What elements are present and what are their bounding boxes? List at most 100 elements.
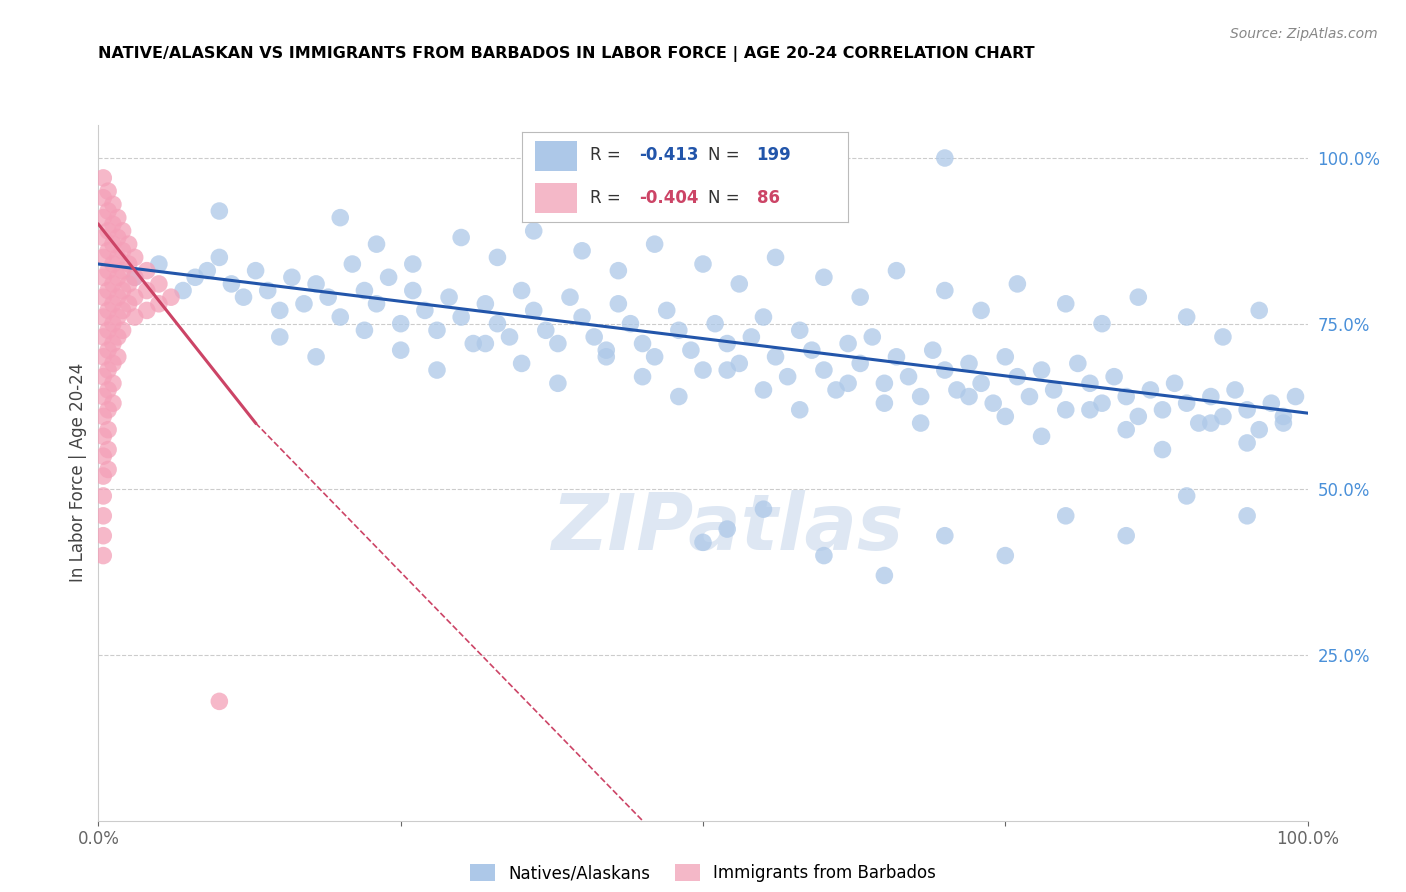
Point (1163, 376, 1185, 391)
Point (752, 383, 775, 397)
Point (1054, 297, 1077, 311)
Point (704, 317, 727, 331)
Point (366, 237, 388, 252)
Point (402, 284, 425, 298)
Point (91, 310, 114, 324)
Point (1199, 416, 1222, 430)
Point (413, 303, 436, 318)
Point (1199, 390, 1222, 404)
Point (402, 257, 425, 271)
Point (91, 429, 114, 443)
Point (111, 244, 134, 258)
Point (101, 336, 124, 351)
Point (740, 330, 762, 344)
Point (813, 363, 835, 377)
Point (1078, 376, 1101, 391)
Point (619, 317, 641, 331)
Point (946, 383, 969, 397)
Point (111, 284, 134, 298)
Point (1115, 529, 1137, 543)
Point (91, 191, 114, 205)
Point (101, 237, 124, 252)
Point (1272, 409, 1295, 424)
Point (91, 549, 114, 563)
Point (1115, 390, 1137, 404)
Point (837, 376, 859, 391)
Point (91, 350, 114, 364)
Point (292, 297, 315, 311)
Point (1175, 396, 1198, 410)
Point (329, 310, 352, 324)
Point (1139, 383, 1161, 397)
Point (101, 396, 124, 410)
Point (91, 170, 114, 185)
Point (124, 290, 146, 304)
Point (148, 257, 170, 271)
Point (160, 290, 183, 304)
Point (91, 270, 114, 285)
Point (934, 284, 956, 298)
Point (873, 376, 896, 391)
Point (101, 297, 124, 311)
Point (813, 549, 835, 563)
Point (124, 310, 146, 324)
Point (118, 237, 141, 252)
Point (571, 184, 593, 198)
Legend: Natives/Alaskans, Immigrants from Barbados: Natives/Alaskans, Immigrants from Barbad… (463, 857, 943, 888)
Point (97, 402, 120, 417)
Point (91, 369, 114, 384)
Point (1031, 429, 1053, 443)
Point (474, 336, 496, 351)
Point (389, 343, 412, 358)
Point (97, 323, 120, 337)
Point (873, 396, 896, 410)
Point (107, 211, 129, 225)
Point (97, 244, 120, 258)
Point (1236, 402, 1258, 417)
Point (595, 350, 617, 364)
Point (1249, 423, 1271, 437)
Point (256, 284, 278, 298)
Text: NATIVE/ALASKAN VS IMMIGRANTS FROM BARBADOS IN LABOR FORCE | AGE 20-24 CORRELATIO: NATIVE/ALASKAN VS IMMIGRANTS FROM BARBAD… (98, 46, 1035, 62)
Point (97, 284, 120, 298)
Point (208, 251, 231, 265)
Point (91, 330, 114, 344)
Point (111, 224, 134, 238)
Point (1175, 489, 1198, 503)
Point (111, 263, 134, 277)
Point (195, 263, 218, 277)
Point (934, 529, 956, 543)
Point (1078, 402, 1101, 417)
Point (728, 277, 751, 291)
Point (91, 211, 114, 225)
Point (1054, 508, 1077, 523)
Point (208, 694, 231, 708)
Point (692, 535, 714, 549)
Point (91, 489, 114, 503)
Point (668, 323, 690, 337)
Point (305, 277, 328, 291)
Point (752, 310, 775, 324)
Point (607, 297, 630, 311)
Point (655, 303, 678, 318)
Point (91, 290, 114, 304)
Point (571, 244, 593, 258)
Point (595, 343, 617, 358)
Point (957, 390, 980, 404)
Point (474, 297, 496, 311)
Point (353, 284, 375, 298)
Point (118, 277, 141, 291)
Point (118, 297, 141, 311)
Point (107, 290, 129, 304)
Point (510, 284, 533, 298)
Point (1188, 416, 1211, 430)
Point (873, 568, 896, 582)
Point (752, 502, 775, 516)
Point (97, 303, 120, 318)
Point (91, 409, 114, 424)
Point (692, 363, 714, 377)
Point (450, 230, 472, 244)
Point (765, 350, 787, 364)
Point (1175, 310, 1198, 324)
Point (1115, 423, 1137, 437)
